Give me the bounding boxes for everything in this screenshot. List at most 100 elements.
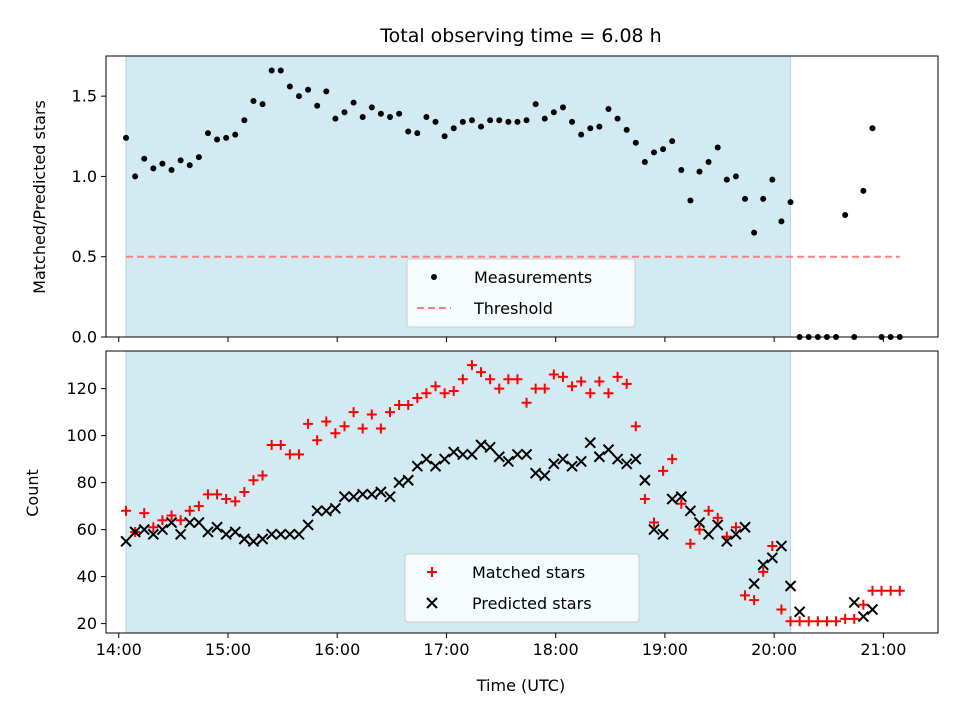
data-point: [769, 176, 776, 183]
data-point: [284, 528, 296, 541]
data-point: [685, 538, 696, 549]
data-point: [696, 168, 703, 175]
data-point: [459, 118, 466, 125]
x-axis-label: Time (UTC): [476, 676, 565, 695]
data-point: [596, 123, 603, 130]
data-point: [193, 501, 204, 512]
data-point: [749, 595, 760, 606]
data-point: [450, 125, 457, 132]
data-point: [557, 453, 569, 465]
data-point: [530, 383, 541, 394]
legend-label: Threshold: [473, 299, 553, 318]
data-point: [514, 118, 521, 125]
data-point: [184, 505, 195, 516]
data-point: [338, 490, 351, 503]
data-point: [138, 523, 150, 536]
data-point: [723, 176, 730, 183]
data-point: [132, 173, 139, 180]
plot-frame-bottom: [105, 350, 939, 634]
data-point: [129, 526, 141, 538]
data-point: [438, 453, 451, 465]
data-point: [359, 114, 366, 121]
x-tick-label: 19:00: [642, 640, 688, 659]
data-point: [751, 229, 758, 236]
data-point: [293, 449, 304, 460]
data-point: [157, 515, 168, 526]
x-tick-label: 14:00: [96, 640, 142, 659]
data-point: [742, 195, 749, 202]
data-point: [821, 616, 832, 627]
data-point: [858, 599, 869, 610]
data-point: [423, 114, 430, 121]
x-tick-label: 16:00: [314, 640, 360, 659]
y-tick-label: 40: [77, 567, 97, 586]
data-point: [275, 528, 287, 541]
data-point: [429, 460, 442, 472]
data-point: [375, 423, 386, 434]
data-point: [559, 104, 566, 111]
data-point: [320, 505, 332, 517]
data-point: [641, 158, 648, 165]
data-point: [241, 117, 248, 124]
data-point: [857, 610, 870, 623]
data-point: [712, 512, 723, 523]
legend-bottom: Matched stars Predicted stars: [404, 553, 640, 623]
data-point: [587, 125, 594, 132]
top-panel: 0.0 0.5 1.0 1.5 Measurements Threshold: [72, 55, 939, 347]
data-point: [667, 454, 678, 465]
data-point: [739, 521, 751, 533]
data-point: [212, 489, 223, 500]
data-point: [168, 167, 175, 174]
data-point: [732, 173, 739, 180]
data-point: [650, 149, 657, 156]
data-point: [758, 566, 769, 577]
data-point: [505, 118, 512, 125]
data-point: [303, 418, 314, 429]
data-point: [277, 67, 284, 74]
data-point: [842, 211, 849, 218]
data-point: [323, 88, 330, 95]
data-point: [239, 487, 250, 497]
data-point: [867, 585, 878, 596]
data-point: [238, 533, 251, 545]
y-tick-label: 1.5: [72, 87, 97, 106]
data-point: [396, 110, 403, 117]
data-point: [748, 577, 760, 590]
data-point: [394, 400, 405, 411]
data-point: [678, 167, 685, 174]
data-point: [529, 467, 542, 479]
data-point: [714, 144, 721, 151]
data-point: [730, 528, 742, 541]
y-tick-label: 100: [66, 426, 97, 445]
data-point: [740, 590, 751, 601]
data-point: [539, 383, 550, 394]
data-point: [660, 146, 667, 153]
legend-marker: [427, 567, 437, 577]
data-point: [220, 528, 232, 541]
data-point: [541, 115, 548, 122]
data-point: [493, 451, 505, 463]
data-point: [532, 101, 539, 108]
data-point: [675, 490, 688, 503]
data-point: [658, 465, 669, 476]
data-point: [648, 517, 659, 528]
data-point: [195, 154, 202, 161]
data-point: [687, 197, 694, 204]
data-point: [767, 541, 778, 552]
y-tick-label: 80: [77, 473, 97, 492]
data-point: [184, 516, 196, 529]
data-point: [430, 381, 441, 392]
data-point: [623, 126, 630, 133]
data-point: [174, 528, 187, 541]
data-point: [448, 446, 460, 458]
data-point: [312, 435, 323, 446]
data-point: [250, 97, 257, 104]
y-tick-label: 120: [66, 379, 97, 398]
data-point: [441, 133, 448, 140]
data-point: [611, 453, 624, 465]
y-tick-label: 0.0: [72, 328, 97, 347]
x-tick-label: 18:00: [533, 640, 579, 659]
data-point: [259, 101, 266, 108]
data-point: [703, 505, 714, 516]
